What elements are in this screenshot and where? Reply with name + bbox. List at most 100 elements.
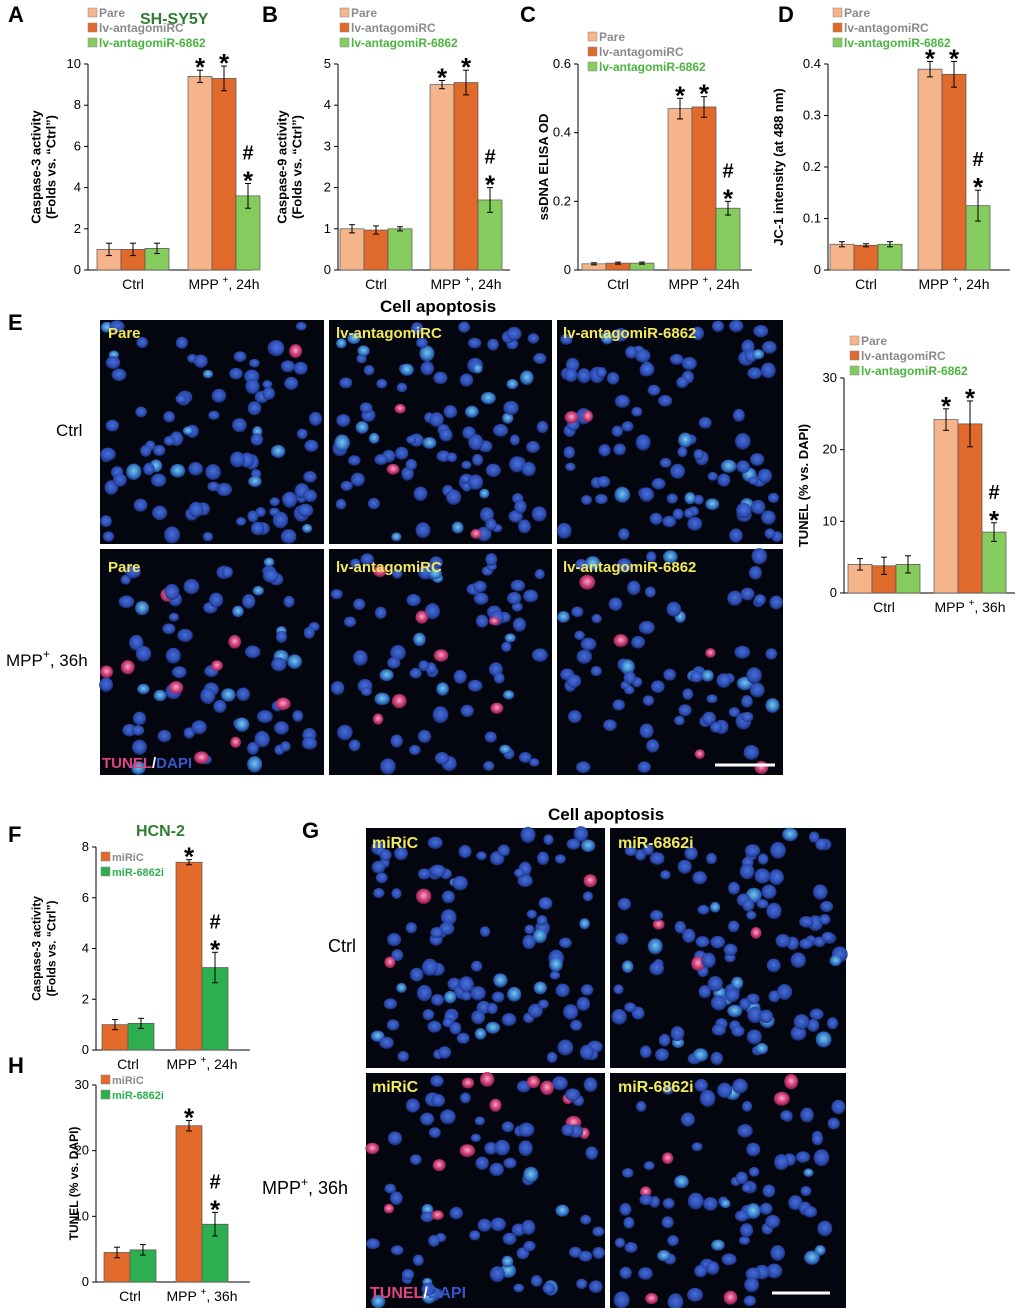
cell-nucleus (517, 874, 533, 888)
cell-nucleus (262, 380, 273, 389)
cell-nucleus (606, 372, 620, 385)
cell-nucleus (580, 1214, 592, 1225)
cell-nucleus (233, 351, 247, 362)
legend-swatch (587, 61, 598, 72)
cell-nucleus (202, 532, 214, 542)
cell-nucleus (678, 432, 693, 448)
cell-nucleus (472, 453, 484, 466)
cell-nucleus (624, 846, 637, 857)
cell-nucleus (164, 583, 180, 601)
y-tick-label: 4 (82, 941, 89, 956)
cell-nucleus (394, 403, 406, 414)
cell-nucleus (135, 645, 152, 662)
micrograph-g-1 (366, 826, 605, 1068)
cell-nucleus (502, 412, 514, 424)
significance-star: * (989, 505, 1000, 535)
cell-nucleus (660, 870, 671, 880)
cell-nucleus (598, 444, 611, 457)
legend-label: miRiC (112, 852, 144, 864)
cell-nucleus (220, 688, 236, 702)
cell-nucleus (741, 1183, 753, 1193)
cell-nucleus (723, 1290, 738, 1305)
cell-nucleus (728, 707, 740, 718)
cell-nucleus (452, 875, 468, 891)
y-tick-label: 10 (75, 1208, 89, 1223)
cell-nucleus (509, 434, 520, 446)
cell-nucleus (766, 902, 782, 920)
cell-nucleus (755, 1042, 769, 1055)
cell-nucleus (597, 476, 611, 488)
cell-nucleus (756, 898, 769, 909)
cell-nucleus (440, 1109, 456, 1125)
bar (339, 228, 365, 271)
cell-nucleus (335, 338, 347, 349)
cell-nucleus (493, 672, 505, 684)
cell-nucleus (479, 1071, 495, 1087)
cell-nucleus (506, 326, 522, 341)
cell-nucleus (761, 884, 777, 900)
cell-nucleus (615, 932, 629, 945)
x-tick-label: MPP +, 36h (935, 598, 1006, 615)
significance-star: * (195, 52, 206, 82)
cell-nucleus (682, 688, 694, 700)
micro-e-label-bot-1: Pare (108, 559, 141, 576)
significance-star: * (184, 842, 195, 872)
x-tick-label: Ctrl (365, 276, 387, 292)
cell-nucleus (674, 715, 685, 726)
cell-nucleus (819, 914, 831, 925)
hcn2-title: HCN-2 (136, 823, 185, 840)
panel-letter-f: F (8, 822, 21, 847)
cell-nucleus (490, 1217, 506, 1232)
micrograph-e-4 (99, 549, 324, 775)
cell-nucleus (231, 418, 247, 433)
cell-nucleus (443, 990, 457, 1004)
cell-nucleus (417, 729, 432, 743)
cell-nucleus (164, 526, 181, 544)
cell-nucleus (576, 649, 593, 664)
y-tick-label: 0.2 (803, 159, 821, 174)
cell-nucleus (575, 761, 591, 774)
cell-nucleus (566, 838, 581, 850)
y-tick-label: 0.1 (803, 211, 821, 226)
cell-nucleus (347, 332, 361, 345)
cell-nucleus (409, 667, 422, 679)
cell-nucleus (330, 681, 345, 695)
cell-nucleus (807, 1018, 820, 1032)
cell-nucleus (458, 976, 474, 993)
cell-nucleus (295, 321, 307, 331)
cell-nucleus (670, 1026, 685, 1042)
cell-nucleus (168, 612, 179, 622)
cell-nucleus (821, 931, 834, 943)
bar (981, 531, 1007, 594)
cell-nucleus (540, 1080, 554, 1095)
legend-label: lv-antagomiR-6862 (351, 36, 458, 50)
cell-nucleus (484, 1141, 498, 1155)
cell-nucleus (171, 666, 187, 679)
cell-nucleus (580, 984, 594, 996)
cell-nucleus (683, 508, 695, 519)
cell-nucleus (475, 1156, 489, 1170)
cell-nucleus (596, 366, 607, 378)
cell-nucleus (303, 471, 317, 483)
microscopy-panel-e: Pare lv-antagomiRC lv-antagomiR-6862 Par… (98, 318, 784, 776)
cell-nucleus (706, 694, 718, 704)
cell-nucleus (520, 826, 536, 843)
cell-nucleus (484, 731, 497, 743)
cell-nucleus (410, 322, 424, 336)
cell-nucleus (684, 492, 696, 505)
bar (957, 423, 983, 594)
cell-nucleus (431, 1094, 446, 1108)
cell-nucleus (205, 464, 221, 480)
cell-nucleus (357, 345, 370, 357)
cell-nucleus (461, 460, 472, 470)
cell-nucleus (405, 1098, 420, 1113)
y-tick-label: 5 (324, 56, 331, 71)
cell-nucleus (387, 933, 402, 947)
cell-nucleus (694, 1078, 708, 1092)
cell-nucleus (477, 1218, 492, 1232)
cell-nucleus (717, 473, 731, 487)
cell-nucleus (573, 826, 589, 842)
y-tick-label: 0 (324, 262, 331, 277)
cell-nucleus (536, 851, 550, 865)
cell-nucleus (521, 1219, 536, 1235)
